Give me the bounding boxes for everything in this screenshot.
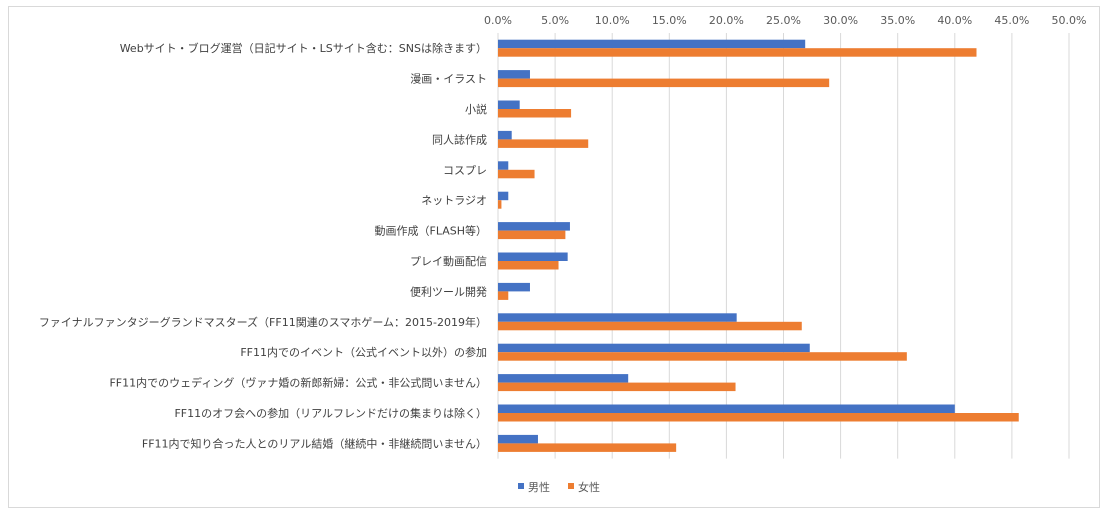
x-tick-label: 5.0% — [541, 14, 569, 27]
x-tick-label: 0.0% — [484, 14, 512, 27]
bar-female — [498, 109, 572, 118]
bar-male — [498, 100, 520, 109]
bar-female — [498, 321, 802, 331]
x-tick-label: 25.0% — [766, 14, 801, 27]
x-tick-label: 30.0% — [823, 14, 858, 27]
bar-male — [498, 282, 530, 292]
legend-swatch — [568, 483, 574, 489]
bar-male — [498, 252, 568, 261]
bar-male — [498, 130, 512, 140]
bar-male — [498, 374, 629, 383]
bar-female — [498, 261, 559, 270]
x-tick-label: 15.0% — [652, 14, 687, 27]
category-label: FF11のオフ会への参加（リアルフレンドだけの集まりは除く） — [174, 406, 487, 420]
category-label: ファイナルファンタジーグランドマスターズ（FF11関連のスマホゲーム：2015-… — [39, 315, 487, 329]
category-label: FF11内で知り合った人とのリアル結婚（継続中・非継続問いません） — [142, 436, 487, 450]
bar-male — [498, 313, 737, 322]
x-tick-label: 45.0% — [994, 14, 1029, 27]
category-label: Webサイト・ブログ運営（日記サイト・LSサイト含む：SNSは除きます） — [120, 41, 487, 55]
category-label: 漫画・イラスト — [410, 72, 487, 86]
category-label: 小説 — [465, 102, 487, 116]
legend-label: 男性 — [528, 480, 550, 494]
x-tick-label: 35.0% — [880, 14, 915, 27]
category-label: プレイ動画配信 — [410, 254, 487, 268]
bar-female — [498, 230, 566, 240]
bar-male — [498, 434, 538, 444]
bar-male — [498, 343, 810, 353]
x-tick-label: 10.0% — [595, 14, 630, 27]
x-tick-label: 50.0% — [1052, 14, 1087, 27]
legend-label: 女性 — [578, 480, 600, 494]
bar-male — [498, 191, 509, 201]
bar-male — [498, 70, 530, 79]
legend-swatch — [518, 483, 524, 489]
bar-female — [498, 382, 736, 392]
bar-female — [498, 169, 535, 179]
category-label: FF11内でのウェディング（ヴァナ婚の新郎新婦：公式・非公式問いません） — [109, 376, 487, 390]
x-tick-label: 20.0% — [709, 14, 744, 27]
bar-female — [498, 443, 677, 452]
bar-female — [498, 352, 907, 361]
category-label: コスプレ — [443, 164, 487, 177]
bar-female — [498, 139, 589, 148]
category-label: 動画作成（FLASH等） — [375, 224, 488, 238]
category-label: FF11内でのイベント（公式イベント以外）の参加 — [240, 345, 487, 359]
category-label: 同人誌作成 — [432, 132, 487, 146]
bar-male — [498, 222, 570, 231]
bar-male — [498, 161, 509, 170]
category-label: ネットラジオ — [421, 194, 487, 207]
bar-female — [498, 78, 830, 88]
bar-female — [498, 413, 1019, 422]
bar-female — [498, 48, 977, 57]
bar-female — [498, 291, 509, 300]
bar-female — [498, 200, 502, 209]
bar-male — [498, 39, 806, 49]
x-tick-label: 40.0% — [937, 14, 972, 27]
category-label: 便利ツール開発 — [410, 284, 487, 298]
bar-male — [498, 404, 955, 413]
